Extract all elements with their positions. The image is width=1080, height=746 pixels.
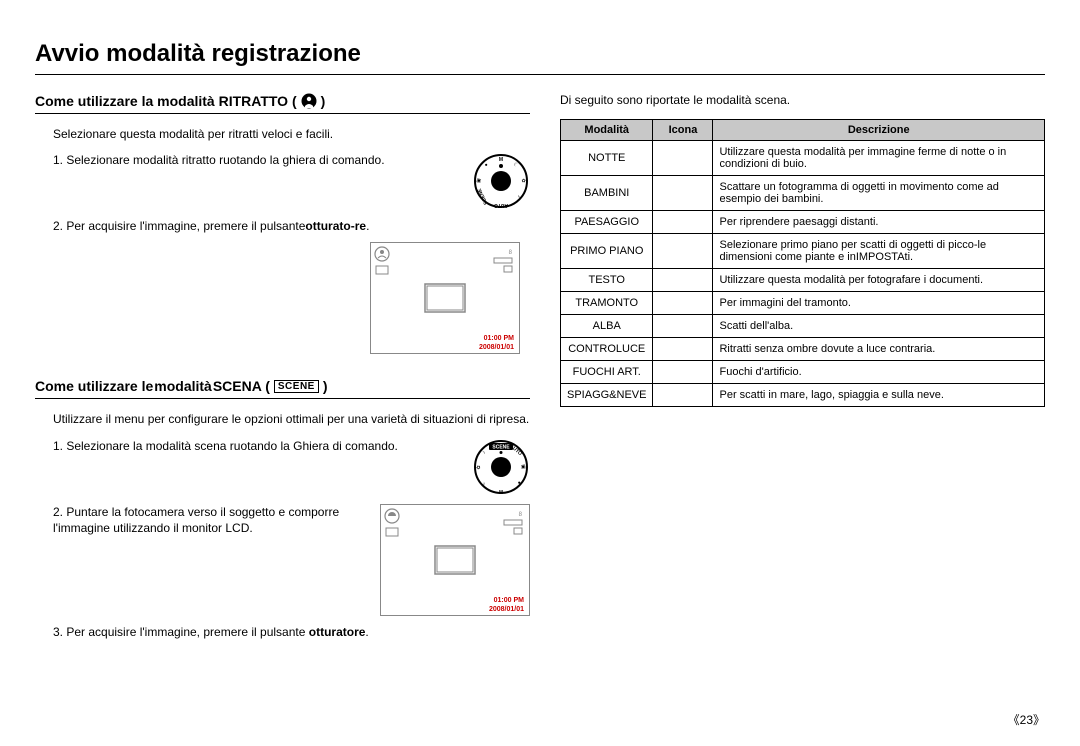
scena-step3-b: otturatore xyxy=(309,625,366,639)
portrait-icon xyxy=(301,93,317,109)
svg-text:01:00 PM: 01:00 PM xyxy=(484,335,515,342)
heading-ritratto: Come utilizzare la modalità RITRATTO ( ) xyxy=(35,93,530,114)
mode-cell: FUOCHI ART. xyxy=(561,361,653,384)
heading-ritratto-close: ) xyxy=(321,93,326,109)
page-number: 《23》 xyxy=(1008,711,1045,728)
ritratto-step2: 2. Per acquisire l'immagine, premere il … xyxy=(53,218,530,234)
desc-cell: Utilizzare questa modalità per immagine … xyxy=(713,141,1045,176)
scena-step2-row: 2. Puntare la fotocamera verso il sogget… xyxy=(53,504,530,616)
th-desc: Descrizione xyxy=(713,120,1045,141)
mode-cell: TESTO xyxy=(561,269,653,292)
table-row: BAMBINI Scattare un fotogramma di oggetti… xyxy=(561,176,1045,211)
th-icon: Icona xyxy=(653,120,713,141)
table-row: PRIMO PIANO Selezionare primo piano per s… xyxy=(561,234,1045,269)
mode-cell: PRIMO PIANO xyxy=(561,234,653,269)
table-row: NOTTE Utilizzare questa modalità per imma… xyxy=(561,141,1045,176)
desc-cell: Selezionare primo piano per scatti di og… xyxy=(713,234,1045,269)
mode-dial-icon: M ☾ ✿ ♪ AUTO SCENE ▣ ● xyxy=(472,152,530,210)
scene-modes-table: Modalità Icona Descrizione NOTTE Utilizza… xyxy=(560,119,1045,407)
svg-text:M: M xyxy=(499,157,503,163)
desc-cell: Scatti dell'alba. xyxy=(713,315,1045,338)
mode-cell: NOTTE xyxy=(561,141,653,176)
ritratto-step2-a: 2. Per acquisire l'immagine, premere il … xyxy=(53,219,305,233)
scene-table-intro: Di seguito sono riportate le modalità sc… xyxy=(560,93,1045,107)
scena-step3: 3. Per acquisire l'immagine, premere il … xyxy=(53,624,530,640)
scena-step3-a: 3. Per acquisire l'immagine, premere il … xyxy=(53,625,309,639)
heading-scena-b: modalità xyxy=(154,378,212,394)
desc-cell: Scattare un fotogramma di oggetti in mov… xyxy=(713,176,1045,211)
ritratto-step1-row: 1. Selezionare modalità ritratto ruotand… xyxy=(53,152,530,210)
mode-cell: ALBA xyxy=(561,315,653,338)
icon-cell xyxy=(653,292,713,315)
svg-text:2008/01/01: 2008/01/01 xyxy=(479,344,514,351)
table-row: TESTO Utilizzare questa modalità per foto… xyxy=(561,269,1045,292)
scena-step2: 2. Puntare la fotocamera verso il sogget… xyxy=(53,504,370,536)
heading-scena-c: SCENA ( xyxy=(213,378,270,394)
content-columns: Come utilizzare la modalità RITRATTO ( )… xyxy=(35,93,1045,648)
mode-cell: BAMBINI xyxy=(561,176,653,211)
svg-text:01:00 PM: 01:00 PM xyxy=(494,597,525,604)
icon-cell xyxy=(653,211,713,234)
table-row: ALBA Scatti dell'alba. xyxy=(561,315,1045,338)
heading-scena-close: ) xyxy=(323,378,328,394)
svg-text:2008/01/01: 2008/01/01 xyxy=(489,606,524,613)
desc-cell: Fuochi d'artificio. xyxy=(713,361,1045,384)
svg-text:M: M xyxy=(499,488,503,494)
icon-cell xyxy=(653,234,713,269)
icon-cell xyxy=(653,384,713,407)
desc-cell: Per riprendere paesaggi distanti. xyxy=(713,211,1045,234)
th-mode: Modalità xyxy=(561,120,653,141)
ritratto-intro: Selezionare questa modalità per ritratti… xyxy=(53,126,530,142)
scena-step1-row: 1. Selezionare la modalità scena ruotand… xyxy=(53,438,530,496)
title-underline xyxy=(35,74,1045,75)
desc-cell: Per scatti in mare, lago, spiaggia e sul… xyxy=(713,384,1045,407)
heading-scena-a: Come utilizzare le xyxy=(35,378,153,394)
mode-cell: PAESAGGIO xyxy=(561,211,653,234)
mode-dial-scene-icon: M ☾ ✿ ♪ AUTO ▣ ● SCENE xyxy=(472,438,530,496)
desc-cell: Ritratti senza ombre dovute a luce contr… xyxy=(713,338,1045,361)
svg-text:AUTO: AUTO xyxy=(494,202,508,208)
table-row: SPIAGG&NEVE Per scatti in mare, lago, spi… xyxy=(561,384,1045,407)
icon-cell xyxy=(653,361,713,384)
heading-scena: Come utilizzare le modalità SCENA ( SCEN… xyxy=(35,378,530,399)
scena-step3-c: . xyxy=(365,625,368,639)
scena-step1: 1. Selezionare la modalità scena ruotand… xyxy=(53,438,462,454)
mode-cell: CONTROLUCE xyxy=(561,338,653,361)
right-column: Di seguito sono riportate le modalità sc… xyxy=(560,93,1045,648)
table-header-row: Modalità Icona Descrizione xyxy=(561,120,1045,141)
svg-text:SCENE: SCENE xyxy=(492,444,510,450)
lcd-preview-scene-icon: 8 01:00 PM 2008/01/01 xyxy=(380,504,530,616)
scena-step3-row: 3. Per acquisire l'immagine, premere il … xyxy=(53,624,530,640)
desc-cell: Per immagini del tramonto. xyxy=(713,292,1045,315)
lcd-preview-icon: 8 01:00 PM 2008/01/01 xyxy=(370,242,520,354)
scene-table-body: NOTTE Utilizzare questa modalità per imma… xyxy=(561,141,1045,407)
ritratto-step2-c: . xyxy=(366,219,369,233)
page-title: Avvio modalità registrazione xyxy=(35,40,1045,68)
scene-label-icon: SCENE xyxy=(274,380,319,393)
icon-cell xyxy=(653,338,713,361)
desc-cell: Utilizzare questa modalità per fotografa… xyxy=(713,269,1045,292)
scena-intro: Utilizzare il menu per configurare le op… xyxy=(53,411,530,427)
mode-cell: TRAMONTO xyxy=(561,292,653,315)
mode-cell: SPIAGG&NEVE xyxy=(561,384,653,407)
left-column: Come utilizzare la modalità RITRATTO ( )… xyxy=(35,93,530,648)
ritratto-step2-b: otturato-re xyxy=(305,219,366,233)
table-row: FUOCHI ART. Fuochi d'artificio. xyxy=(561,361,1045,384)
ritratto-step1: 1. Selezionare modalità ritratto ruotand… xyxy=(53,152,462,168)
icon-cell xyxy=(653,176,713,211)
table-row: TRAMONTO Per immagini del tramonto. xyxy=(561,292,1045,315)
icon-cell xyxy=(653,141,713,176)
icon-cell xyxy=(653,315,713,338)
table-row: PAESAGGIO Per riprendere paesaggi distant… xyxy=(561,211,1045,234)
icon-cell xyxy=(653,269,713,292)
ritratto-lcd: 8 01:00 PM 2008/01/01 xyxy=(53,242,530,354)
heading-ritratto-text: Come utilizzare la modalità RITRATTO ( xyxy=(35,93,297,109)
ritratto-step2-row: 2. Per acquisire l'immagine, premere il … xyxy=(53,218,530,234)
table-row: CONTROLUCE Ritratti senza ombre dovute a … xyxy=(561,338,1045,361)
